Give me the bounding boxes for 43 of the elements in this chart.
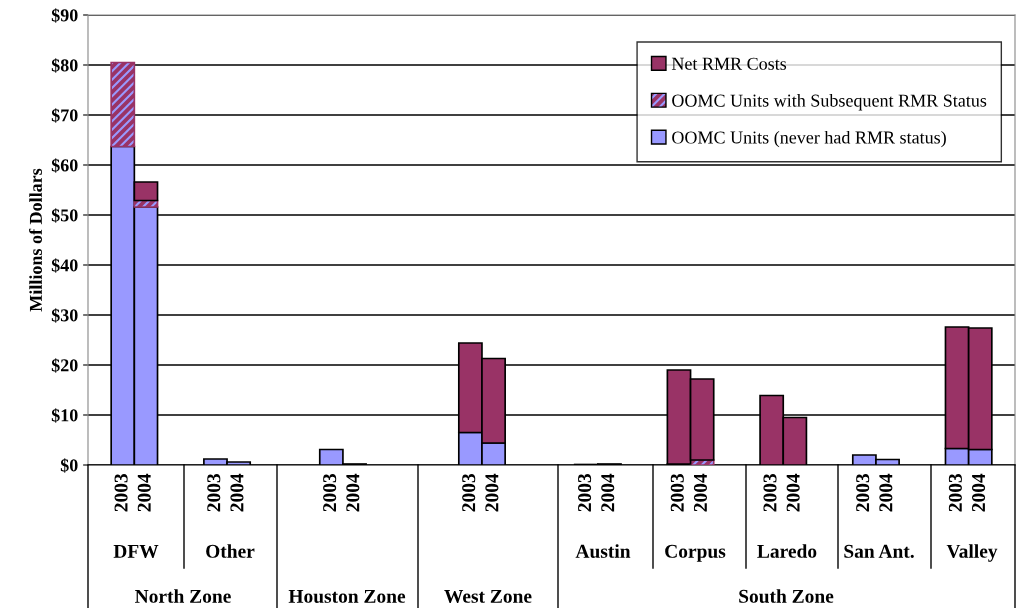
y-tick-label: $50: [51, 208, 78, 223]
text: North Zone: [135, 589, 231, 603]
y-tick-label: $0: [60, 458, 78, 473]
text: DFW: [113, 544, 159, 558]
x-tick-label: 2004: [230, 473, 244, 512]
x-tick-label: 2004: [786, 473, 800, 512]
text: San Ant.: [844, 544, 914, 558]
x-tick-label: 2003: [207, 474, 221, 512]
x-tick-label: 2004: [346, 473, 360, 512]
x-tick-label: 2004: [485, 473, 499, 512]
y-tick-label: $60: [51, 158, 78, 173]
x-tick-label: 2004: [601, 473, 615, 512]
text: Valley: [946, 544, 998, 562]
text: Other: [206, 544, 255, 558]
y-axis-title: Millions of Dollars: [29, 168, 42, 312]
y-tick-label: $80: [51, 58, 78, 73]
x-tick-label: 2003: [578, 474, 592, 512]
legend-label: Net RMR Costs: [671, 57, 787, 70]
y-tick-label: $10: [51, 408, 78, 423]
x-tick-label: 2004: [693, 473, 707, 512]
x-tick-label: 2004: [971, 473, 986, 512]
y-tick-label: $30: [51, 308, 78, 323]
y-tick-label: $40: [51, 258, 78, 273]
text: West Zone: [444, 589, 532, 603]
y-tick-label: $20: [51, 358, 78, 373]
x-tick-label: 2003: [323, 474, 337, 512]
x-tick-label: 2003: [856, 474, 870, 512]
text: South Zone: [739, 589, 834, 603]
legend-label: OOMC Units (never had RMR status): [672, 130, 946, 148]
x-tick-label: 2003: [670, 474, 684, 512]
x-tick-label: 2003: [948, 474, 962, 512]
text: Austin: [575, 544, 631, 558]
text: Houston Zone: [288, 589, 406, 603]
y-tick-label: $90: [51, 8, 78, 23]
x-tick-label: 2003: [462, 474, 476, 512]
x-tick-label: 2004: [137, 473, 151, 512]
legend-label: OOMC Units with Subsequent RMR Status: [672, 94, 987, 111]
x-tick-label: 2004: [879, 473, 893, 512]
x-tick-label: 2003: [114, 474, 128, 512]
x-tick-label: 2003: [763, 474, 777, 512]
text: Laredo: [757, 544, 817, 558]
text: Corpus: [665, 544, 726, 562]
y-tick-label: $70: [51, 108, 78, 123]
